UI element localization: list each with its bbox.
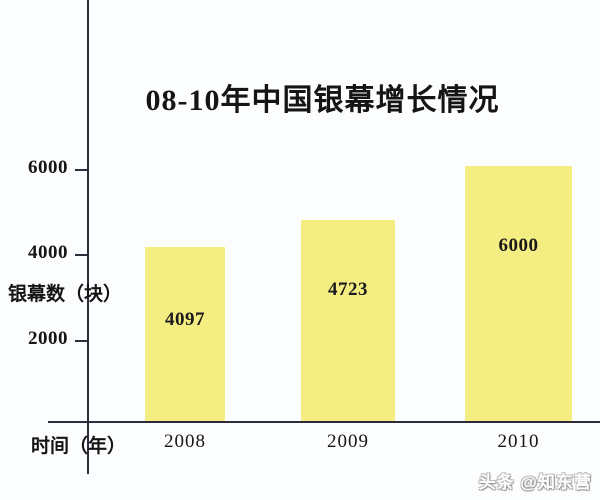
bar-2008: 4097 [145,247,225,421]
x-category-2008: 2008 [164,431,206,452]
y-tick-label-4000: 4000 [28,242,68,263]
y-axis-line [87,0,89,474]
y-axis-label: 银幕数（块） [8,284,123,305]
bar-2009: 4723 [301,220,395,421]
x-axis-label: 时间（年） [31,436,127,457]
y-tick-2000 [75,340,88,342]
y-tick-4000 [75,254,88,256]
bar-2009-value: 4723 [328,279,368,300]
x-category-2010: 2010 [497,431,540,452]
x-axis-line [48,421,600,423]
x-category-2009: 2009 [327,431,369,452]
bar-2010-value: 6000 [498,235,539,256]
y-tick-label-6000: 6000 [28,157,68,178]
y-tick-label-2000: 2000 [28,328,68,349]
chart-title: 08-10年中国银幕增长情况 [145,84,500,117]
toutiao-watermark: 头条 @知东营 [478,473,592,492]
y-tick-6000 [75,169,88,171]
bar-2008-value: 4097 [165,309,205,330]
bar-2010: 6000 [465,166,572,421]
